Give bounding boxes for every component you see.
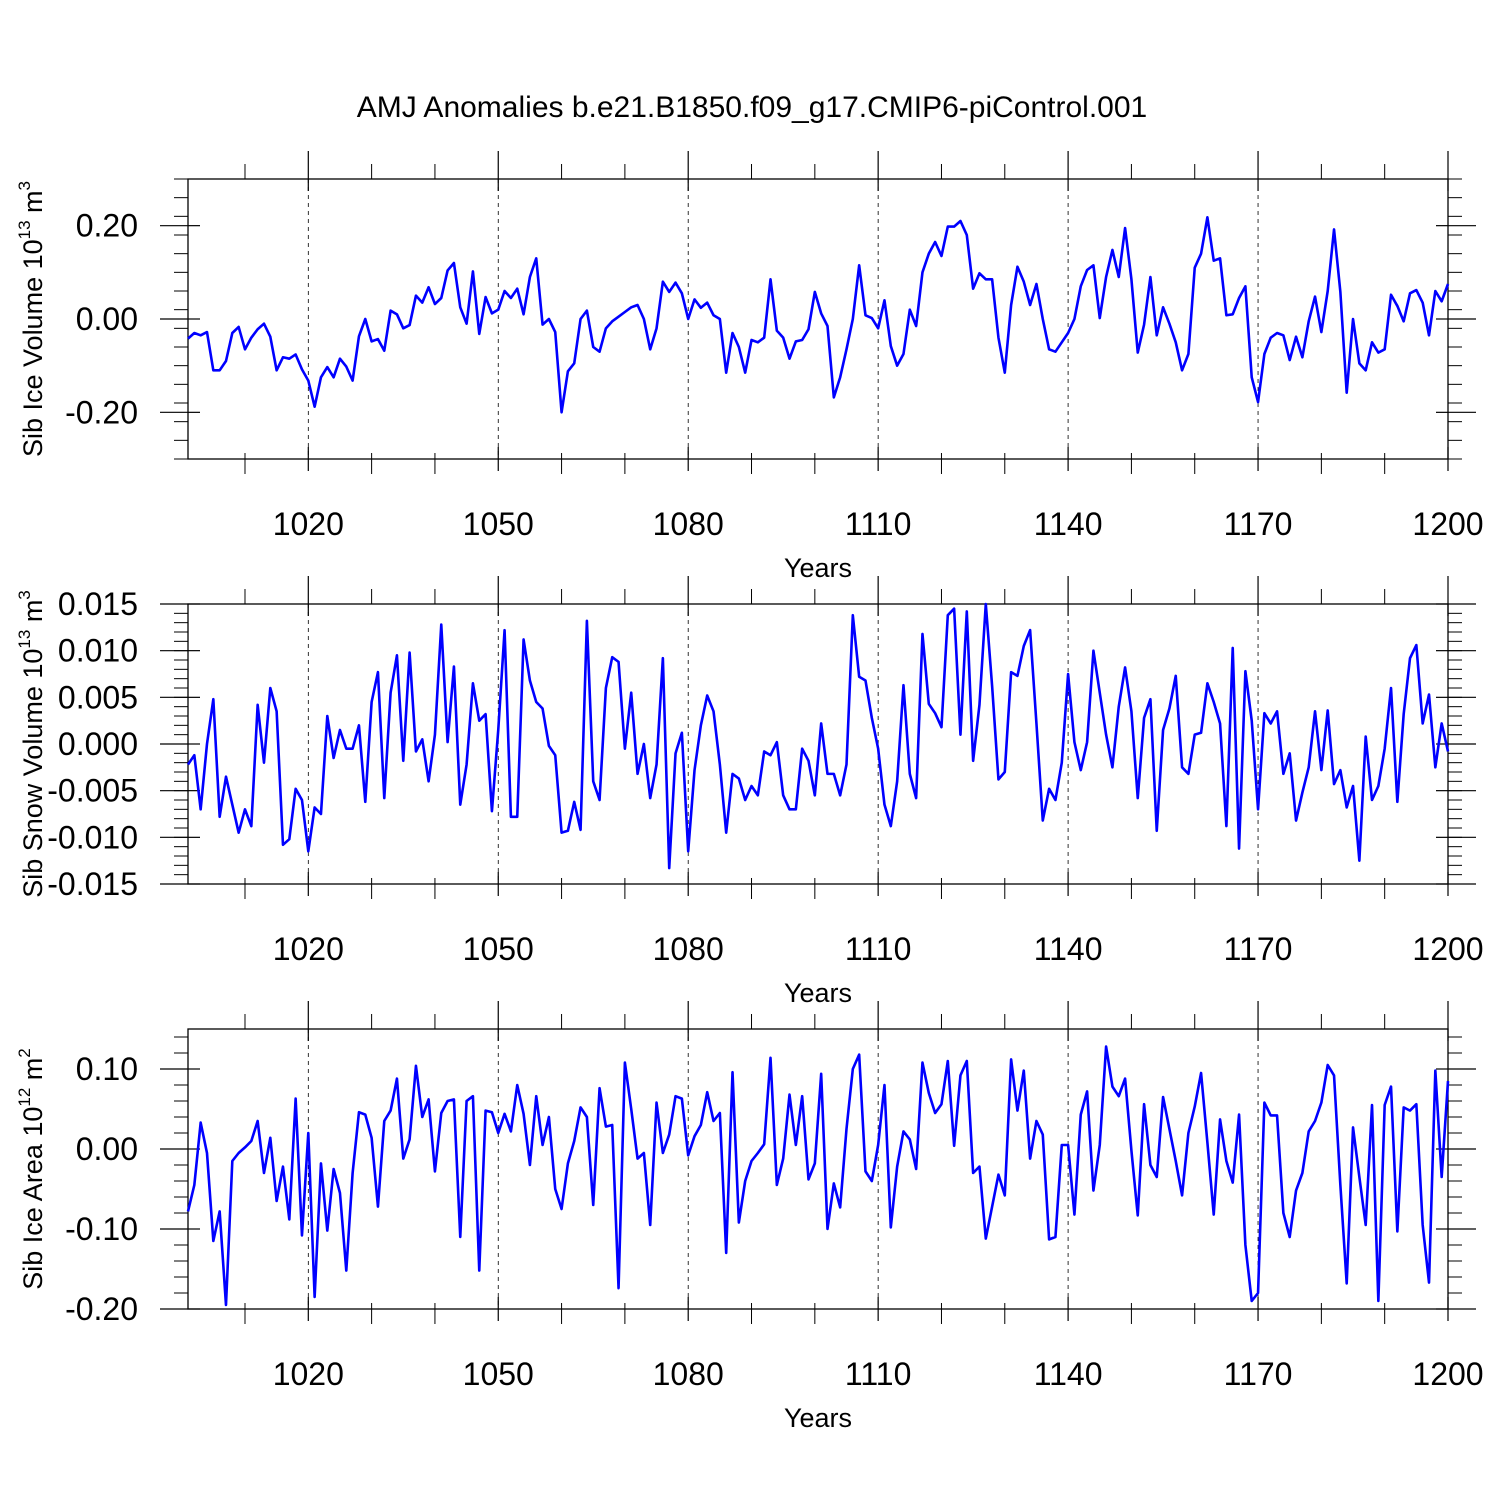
series-line-ice-volume: [187, 215, 1450, 414]
y-tick-label: 0.015: [58, 586, 138, 622]
x-tick-label: 1050: [463, 1356, 534, 1392]
y-axis-label-exponent: 13: [15, 220, 34, 239]
y-axis-label-unit: m: [18, 190, 48, 220]
y-axis-label-exponent: 12: [15, 1088, 34, 1107]
y-axis-label-unit: m: [18, 600, 48, 630]
y-tick-label: 0.10: [76, 1051, 138, 1087]
x-tick-label: 1200: [1412, 931, 1483, 967]
y-tick-label: 0.010: [58, 633, 138, 669]
x-tick-label: 1050: [463, 506, 534, 542]
y-tick-label: 0.00: [76, 301, 138, 337]
plot-frame: [187, 1028, 1449, 1310]
x-axis-label: Years: [784, 553, 852, 583]
x-tick-label: 1170: [1224, 506, 1293, 542]
panel-ice-area: 1020 1050 1080 1110 1140 1170 1200 0.10 0.00 -0.1…: [15, 1001, 1484, 1433]
x-tick-label: 1110: [845, 931, 911, 967]
y-tick-label: -0.005: [47, 773, 138, 809]
y-axis-label-unit-exponent: 2: [15, 1048, 34, 1057]
x-tick-label: 1140: [1034, 1356, 1103, 1392]
y-axis-label: Sib Snow Volume 1013 m3: [15, 590, 48, 898]
y-axis-label: Sib Ice Volume 1013 m3: [15, 181, 48, 457]
x-tick-label: 1020: [273, 931, 344, 967]
x-tick-label: 1200: [1412, 1356, 1483, 1392]
y-axis-label-exponent: 13: [15, 630, 34, 649]
x-axis-label: Years: [784, 1403, 852, 1433]
series-line-ice-area: [186, 1045, 1450, 1307]
x-tick-label: 1110: [845, 1356, 911, 1392]
y-axis-label-text: Sib Snow Volume 10: [18, 649, 48, 898]
x-tick-label: 1080: [653, 931, 724, 967]
y-axis-label-unit-exponent: 3: [15, 181, 34, 190]
y-tick-label: 0.005: [58, 679, 138, 715]
y-tick-label: -0.10: [65, 1211, 138, 1247]
x-tick-label: 1170: [1224, 1356, 1293, 1392]
y-tick-label: 0.000: [58, 726, 138, 762]
y-tick-label: 0.00: [76, 1131, 138, 1167]
y-tick-label: -0.010: [47, 819, 138, 855]
y-axis-label: Sib Ice Area 1012 m2: [15, 1048, 48, 1290]
y-tick-label: -0.20: [65, 1291, 138, 1327]
x-tick-label: 1140: [1034, 931, 1103, 967]
x-tick-label: 1020: [273, 1356, 344, 1392]
x-tick-label: 1140: [1034, 506, 1103, 542]
y-axis-label-text: Sib Ice Volume 10: [18, 239, 48, 457]
x-tick-label: 1170: [1224, 931, 1293, 967]
panel-snow-volume: 1020 1050 1080 1110 1140 1170 1200 0.015 0.010 0.…: [15, 576, 1484, 1008]
y-tick-label: -0.20: [65, 394, 138, 430]
x-axis-label: Years: [784, 978, 852, 1008]
y-tick-label: 0.20: [76, 208, 138, 244]
x-tick-label: 1080: [653, 506, 724, 542]
x-tick-label: 1200: [1412, 506, 1483, 542]
y-axis-label-text: Sib Ice Area 10: [18, 1107, 48, 1290]
y-tick-label: -0.015: [47, 866, 138, 902]
chart-title: AMJ Anomalies b.e21.B1850.f09_g17.CMIP6-…: [357, 91, 1147, 124]
panel-ice-volume: 1020 1050 1080 1110 1140 1170 1200 0.20 0.00 -0.2…: [15, 151, 1484, 583]
x-tick-label: 1020: [273, 506, 344, 542]
x-tick-label: 1050: [463, 931, 534, 967]
y-axis-label-unit: m: [18, 1058, 48, 1088]
x-tick-label: 1080: [653, 1356, 724, 1392]
series-line-snow-volume: [186, 602, 1450, 870]
x-tick-label: 1110: [845, 506, 911, 542]
y-axis-label-unit-exponent: 3: [15, 590, 34, 599]
